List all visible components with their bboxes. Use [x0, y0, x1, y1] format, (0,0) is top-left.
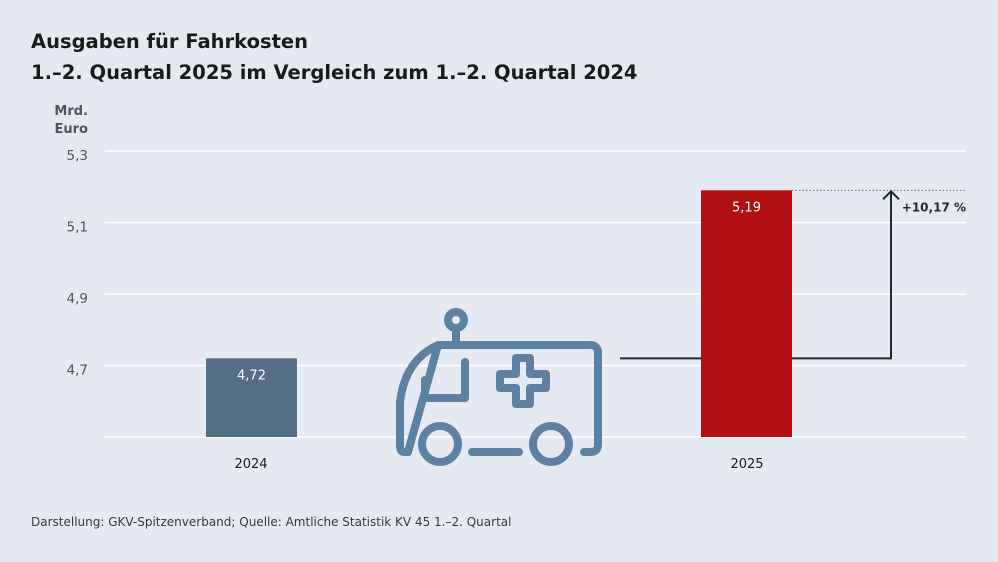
- y-axis-unit: Mrd. Euro: [30, 103, 88, 139]
- bar-2025: [701, 190, 792, 437]
- ambulance-icon: [396, 308, 602, 466]
- y-tick-label: 5,1: [67, 220, 88, 236]
- x-tick-label: 2025: [730, 457, 763, 472]
- title-line-1: Ausgaben für Fahrkosten: [31, 30, 309, 53]
- chart-title: Ausgaben für Fahrkosten 1.–2. Quartal 20…: [31, 26, 637, 88]
- ambulance-body-outline: [396, 341, 602, 456]
- ambulance-front-wheel: [418, 422, 462, 466]
- y-tick-label: 4,9: [67, 291, 88, 307]
- source-note: Darstellung: GKV-Spitzenverband; Quelle:…: [31, 515, 512, 529]
- medical-cross-icon: [496, 354, 550, 408]
- title-line-2: 1.–2. Quartal 2025 im Vergleich zum 1.–2…: [31, 61, 638, 84]
- x-tick-label: 2024: [234, 457, 267, 472]
- bar-2024: [206, 358, 297, 437]
- ambulance-rear-wheel: [529, 422, 573, 466]
- change-label: +10,17 %: [902, 200, 966, 214]
- bar-value-label: 5,19: [732, 200, 761, 215]
- bar-value-label: 4,72: [237, 368, 266, 383]
- y-tick-label: 4,7: [67, 363, 88, 379]
- y-axis-unit-line-1: Mrd.: [54, 104, 88, 119]
- ambulance-window-outline: [421, 358, 469, 402]
- y-tick-label: 5,3: [67, 148, 88, 164]
- arrow-head-icon: [882, 189, 900, 201]
- ambulance-beacon-light: [444, 308, 468, 332]
- y-axis-unit-line-2: Euro: [54, 122, 88, 137]
- arrow-line: [792, 192, 892, 360]
